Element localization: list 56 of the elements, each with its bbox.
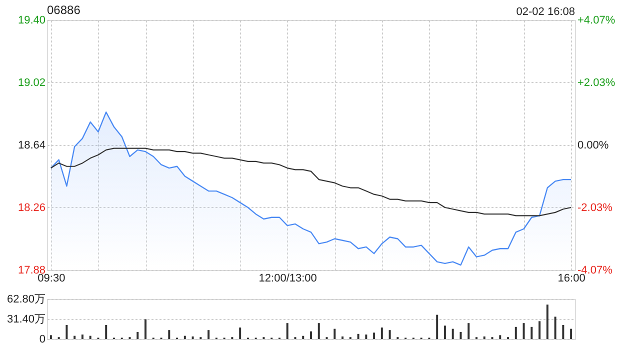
x-tick-label: 09:30 bbox=[38, 272, 66, 284]
y2-tick-label: +4.07% bbox=[578, 14, 616, 26]
bar bbox=[136, 332, 139, 339]
bar bbox=[373, 332, 376, 339]
bar bbox=[286, 323, 288, 339]
bar bbox=[310, 331, 312, 339]
bar bbox=[499, 335, 502, 339]
bar bbox=[239, 328, 242, 339]
bar bbox=[105, 324, 108, 339]
bar bbox=[50, 335, 52, 339]
bar bbox=[522, 323, 525, 339]
bar bbox=[538, 321, 541, 339]
bar bbox=[144, 319, 147, 339]
bar bbox=[302, 336, 304, 339]
bar bbox=[546, 304, 548, 339]
bar bbox=[380, 328, 383, 339]
bar bbox=[530, 326, 533, 339]
chart-title: 06886 bbox=[47, 3, 81, 17]
bar bbox=[66, 324, 68, 339]
line-series bbox=[50, 148, 572, 216]
bar bbox=[334, 328, 336, 339]
bar bbox=[357, 334, 360, 339]
bar bbox=[342, 336, 344, 339]
y2-tick-label: +2.03% bbox=[578, 77, 616, 90]
y2-tick-label: 0.00% bbox=[578, 140, 609, 152]
y-tick-label: 0 bbox=[39, 334, 46, 346]
bar bbox=[81, 334, 84, 339]
bar bbox=[208, 330, 210, 339]
bar bbox=[388, 330, 391, 339]
x-tick-label: 12:00/13:00 bbox=[258, 272, 317, 284]
bar bbox=[74, 336, 76, 339]
bar bbox=[562, 324, 564, 339]
y-tick-label: 18.64 bbox=[18, 140, 46, 152]
y-tick-label: 62.80万 bbox=[6, 294, 46, 306]
text: 02-02 16:08 bbox=[516, 6, 575, 18]
y-tick-label: 19.40 bbox=[18, 14, 46, 26]
bar bbox=[514, 326, 517, 339]
bar bbox=[318, 323, 320, 339]
y-tick-label: 18.26 bbox=[18, 202, 46, 214]
bar bbox=[365, 334, 368, 339]
bar bbox=[184, 336, 186, 339]
bar bbox=[460, 332, 462, 339]
bar bbox=[436, 314, 438, 339]
bar bbox=[192, 336, 194, 339]
y-tick-label: 19.02 bbox=[18, 77, 46, 89]
x-tick-label: 16:00 bbox=[558, 272, 586, 284]
bar bbox=[168, 330, 170, 339]
y-tick-label: 31.40万 bbox=[6, 314, 46, 326]
bar bbox=[554, 316, 556, 339]
y2-tick-label: -2.03% bbox=[578, 202, 613, 214]
bar bbox=[444, 326, 446, 339]
bar bbox=[483, 336, 486, 339]
bar bbox=[570, 328, 572, 339]
bar bbox=[89, 336, 92, 339]
bar bbox=[452, 328, 454, 339]
bar bbox=[468, 323, 470, 339]
